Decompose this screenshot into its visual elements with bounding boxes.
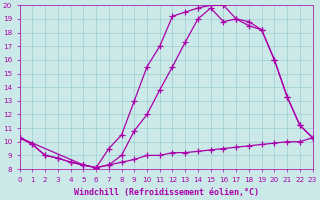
X-axis label: Windchill (Refroidissement éolien,°C): Windchill (Refroidissement éolien,°C) bbox=[74, 188, 259, 197]
